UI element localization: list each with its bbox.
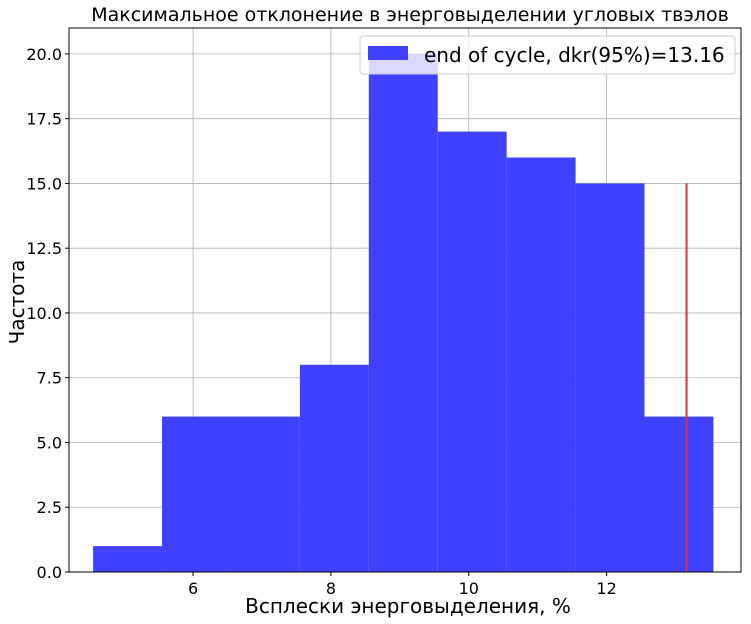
histogram-bar [368, 53, 438, 572]
x-tick-label: 6 [188, 579, 198, 598]
histogram-bar [506, 157, 576, 572]
y-tick-label: 15.0 [26, 174, 62, 193]
histogram-bar [437, 131, 507, 572]
plot-frame [68, 27, 742, 573]
legend-label: end of cycle, dkr(95%)=13.16 [424, 43, 725, 67]
x-axis-label: Всплески энерговыделения, % [245, 594, 571, 618]
y-tick-label: 0.0 [37, 563, 62, 582]
legend-box [359, 35, 736, 75]
y-tick-label: 20.0 [26, 45, 62, 64]
x-tick-label: 12 [596, 579, 616, 598]
histogram-bar [299, 364, 369, 572]
y-axis-label: Частота [5, 260, 29, 345]
x-tick-label: 10 [459, 579, 479, 598]
chart-title: Максимальное отклонение в энерговыделени… [91, 4, 729, 26]
histogram-bar [575, 183, 645, 572]
x-tick-label: 8 [326, 579, 336, 598]
y-tick-label: 10.0 [26, 304, 62, 323]
legend-swatch [368, 46, 408, 60]
y-tick-label: 17.5 [26, 110, 62, 129]
x-axis-ticks: 6 8 10 12 [188, 572, 617, 598]
histogram-bar [162, 416, 231, 572]
histogram-bar [230, 416, 300, 572]
histogram-bar [93, 546, 163, 572]
y-tick-label: 7.5 [37, 369, 62, 388]
histogram-bar [644, 416, 714, 572]
y-tick-label: 2.5 [37, 498, 62, 517]
histogram-bars [93, 53, 714, 572]
y-tick-label: 5.0 [37, 433, 62, 452]
y-axis-ticks: 0.0 2.5 5.0 7.5 10.0 12.5 15.0 17.5 20.0 [26, 45, 69, 582]
legend: end of cycle, dkr(95%)=13.16 [359, 35, 736, 75]
y-tick-label: 12.5 [26, 239, 62, 258]
